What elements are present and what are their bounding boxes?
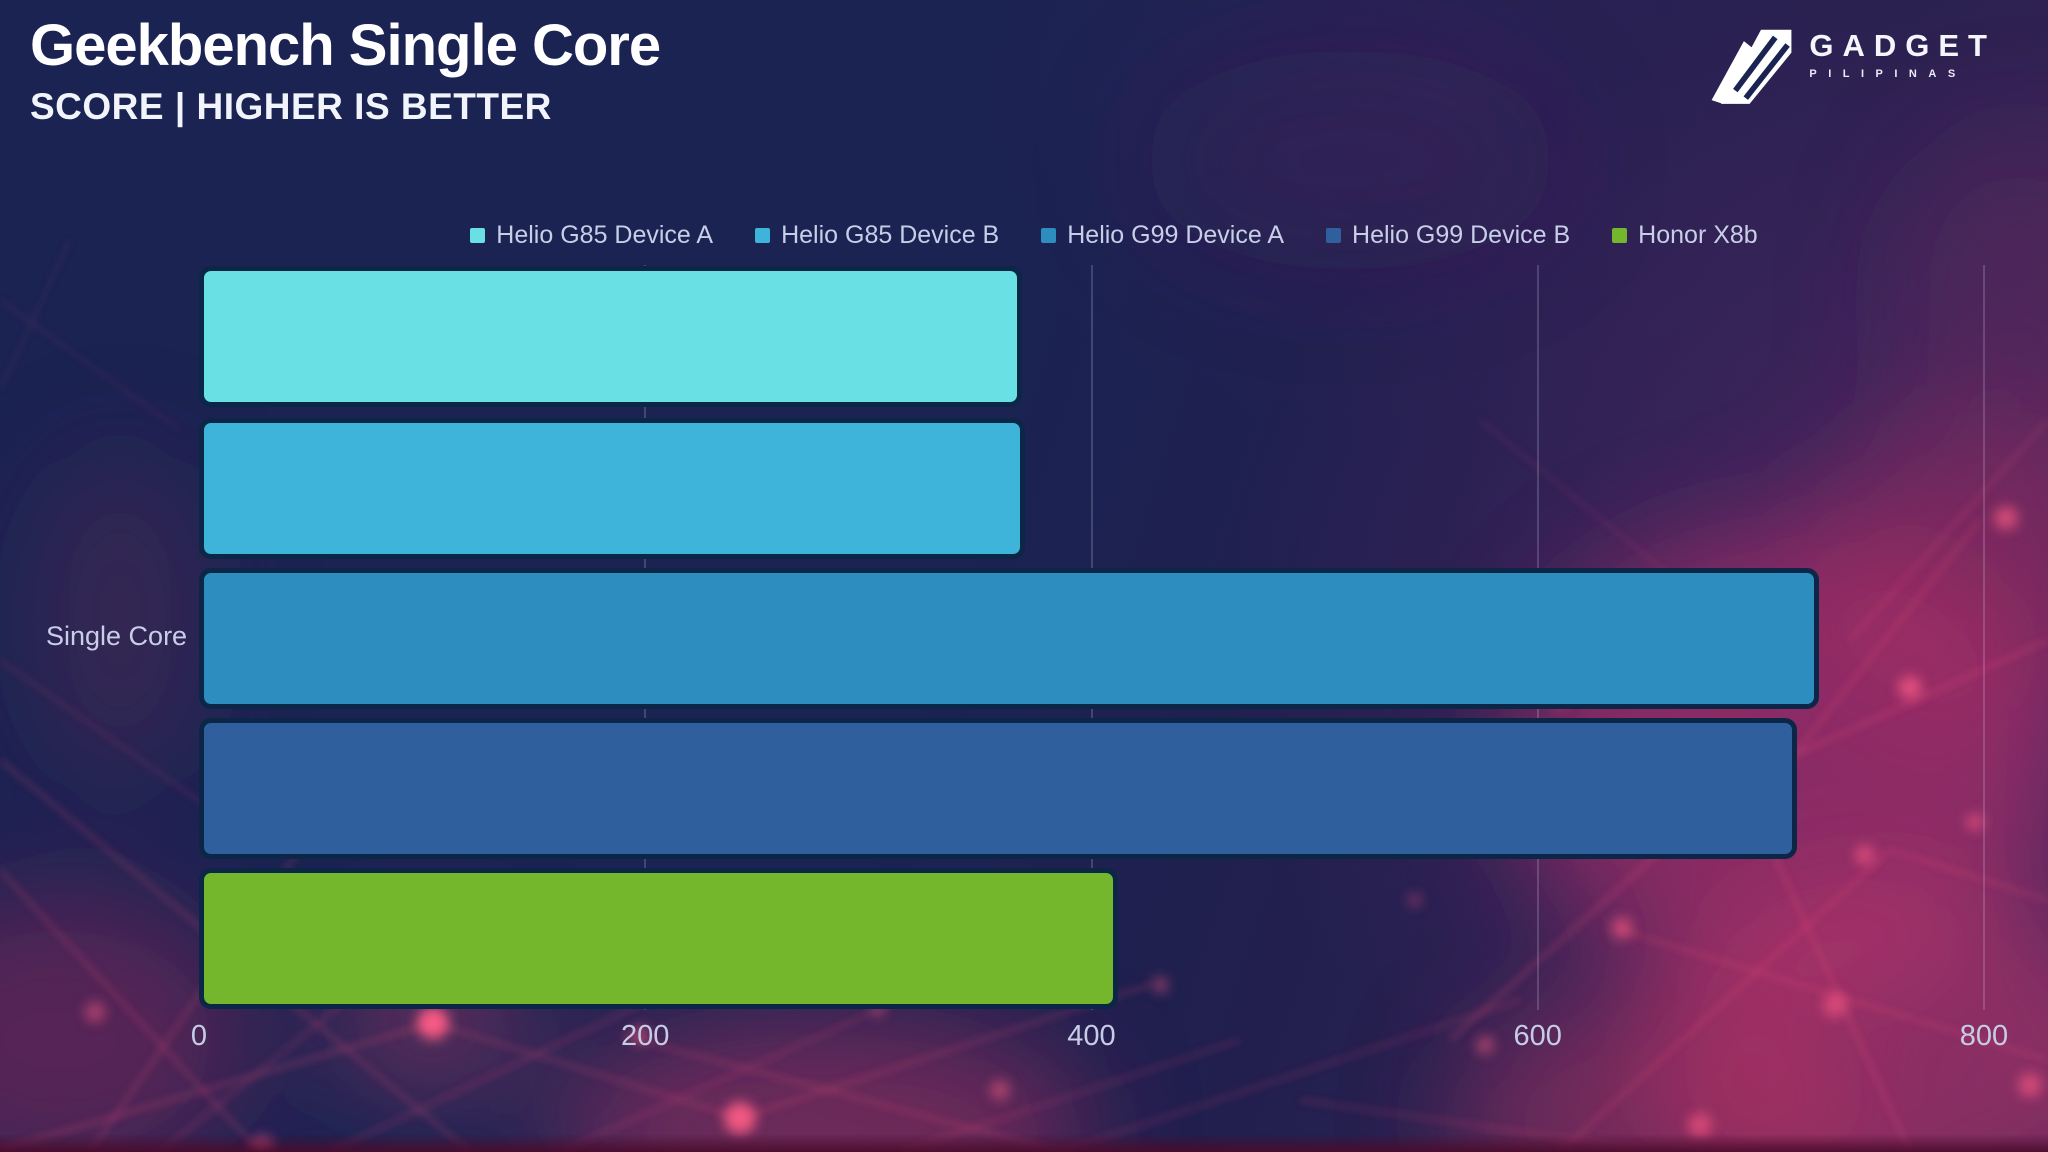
legend-item: Honor X8b [1612,221,1758,250]
legend-marker-icon [1612,227,1628,243]
x-axis-tick-label: 200 [621,1020,670,1052]
legend-label: Helio G85 Device A [496,220,714,249]
legend-item: Helio G85 Device B [755,221,999,250]
brand-logo: GADGET PILIPINAS [1704,16,1996,111]
gridline [1983,265,1985,1010]
x-axis-tick-label: 600 [1513,1020,1562,1052]
brand-name: GADGET [1809,28,1996,63]
plot-area [199,265,1985,1010]
chart-header: Geekbench Single Core SCORE | HIGHER IS … [30,13,661,128]
legend-label: Helio G99 Device A [1067,220,1285,249]
x-axis-tick-label: 400 [1067,1020,1116,1052]
x-axis: 0 200 400 600 800 [191,1020,2029,1060]
legend-item: Helio G99 Device B [1326,221,1570,250]
brand-logo-icon [1711,29,1792,104]
brand-logo-text: GADGET PILIPINAS [1809,16,1996,80]
bar-helio-g85-device-b [199,418,1025,559]
legend-item: Helio G85 Device A [470,221,713,250]
brand-tagline: PILIPINAS [1809,68,1967,80]
legend-marker-icon [470,227,486,243]
bar-helio-g85-device-a [199,266,1022,407]
legend-marker-icon [1326,227,1342,243]
x-axis-tick-label: 800 [1959,1020,2009,1052]
page-title: Geekbench Single Core [30,13,661,78]
page-subtitle: SCORE | HIGHER IS BETTER [30,85,552,127]
bar-helio-g99-device-b [199,718,1797,859]
legend-item: Helio G99 Device A [1041,221,1284,250]
legend-label: Honor X8b [1638,220,1758,249]
bar-helio-g99-device-a [199,568,1819,709]
x-axis-tick-label: 0 [190,1020,208,1052]
legend-label: Helio G85 Device B [781,220,1000,249]
y-axis-category-label: Single Core [46,621,188,651]
bar-honor-x8b [199,868,1118,1009]
legend-label: Helio G99 Device B [1352,220,1571,249]
chart-legend: Helio G85 Device A Helio G85 Device B Heli… [199,216,2029,254]
legend-marker-icon [755,227,771,243]
legend-marker-icon [1041,227,1057,243]
bottom-vignette [0,1134,2048,1152]
